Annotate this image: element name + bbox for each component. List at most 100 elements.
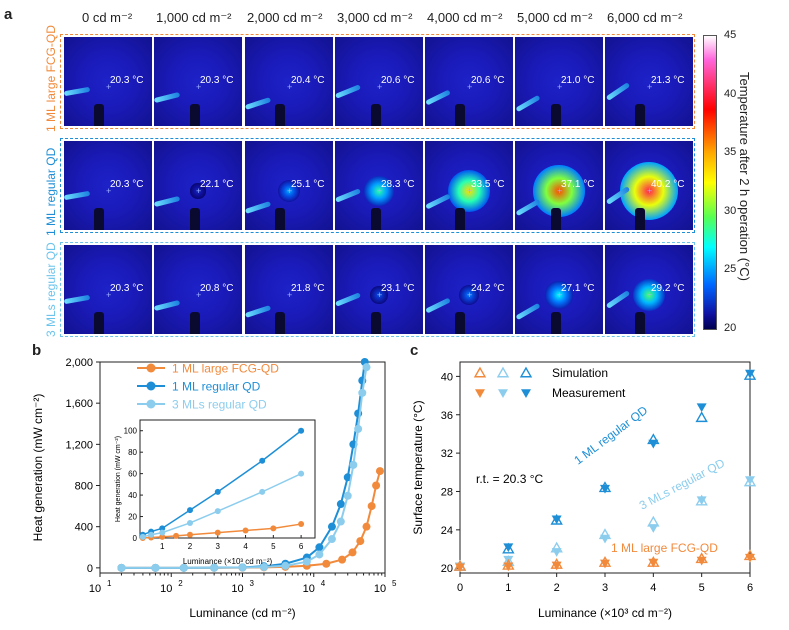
inset-y-tick-label: 80 xyxy=(128,448,137,457)
measurement-marker xyxy=(551,548,562,557)
probe-stand xyxy=(455,208,465,230)
row-label: 1 ML large FCG-QD xyxy=(44,25,58,132)
thermal-image: +37.1 °C xyxy=(515,141,603,230)
data-point xyxy=(281,561,290,570)
measurement-marker xyxy=(696,496,707,506)
x-tick-label: 4 xyxy=(650,582,656,594)
y-tick-label: 40 xyxy=(441,371,453,383)
thermal-image: +20.6 °C xyxy=(335,37,423,126)
luminance-label: 4,000 cd m⁻² xyxy=(427,10,503,25)
colorbar-tick-label: 30 xyxy=(724,204,737,217)
thermal-image: +20.8 °C xyxy=(154,245,242,334)
inset-data-point xyxy=(270,525,277,532)
crosshair-icon: + xyxy=(557,186,563,196)
y-tick-label: 800 xyxy=(75,481,93,493)
temperature-readout: 37.1 °C xyxy=(561,179,595,190)
thermal-image: +21.3 °C xyxy=(605,37,693,126)
colorbar-tick-label: 45 xyxy=(724,29,737,41)
probe-stand xyxy=(455,104,465,126)
probe-wire xyxy=(335,84,361,99)
temperature-readout: 22.1 °C xyxy=(200,179,234,190)
data-point xyxy=(375,467,384,476)
data-point xyxy=(117,563,126,572)
data-point xyxy=(354,424,363,433)
inset-frame xyxy=(139,419,316,539)
y-tick-label: 36 xyxy=(441,410,453,422)
x-axis-label: Luminance (×10³ cd m⁻²) xyxy=(538,606,672,620)
colorbar-tick-label: 25 xyxy=(724,263,737,276)
y-tick-label: 32 xyxy=(441,448,453,460)
probe-stand xyxy=(275,104,285,126)
hot-spot xyxy=(632,278,666,312)
thermal-image: +20.3 °C xyxy=(64,245,152,334)
temperature-readout: 21.0 °C xyxy=(561,75,595,86)
x-tick-exponent: 1 xyxy=(107,579,112,588)
row-frame xyxy=(60,34,695,129)
x-tick-label: 10 xyxy=(160,583,172,595)
thermal-image: +40.2 °C xyxy=(605,141,693,230)
y-tick-label: 1,200 xyxy=(65,439,93,451)
luminance-label: 2,000 cd m⁻² xyxy=(247,10,323,25)
probe-stand xyxy=(551,104,561,126)
y-tick-label: 1,600 xyxy=(65,398,93,410)
row-frame xyxy=(60,138,695,233)
measurement-marker xyxy=(551,515,562,525)
inset-data-point xyxy=(187,507,193,514)
y-axis-label: Surface temperature (°C) xyxy=(411,400,425,534)
thermal-image: +24.2 °C xyxy=(425,245,513,334)
simulation-marker xyxy=(743,475,757,487)
probe-wire xyxy=(245,305,272,318)
crosshair-icon: + xyxy=(196,186,202,196)
data-point xyxy=(327,522,336,531)
probe-wire xyxy=(515,198,541,217)
hot-spot xyxy=(545,281,573,309)
x-tick-exponent: 2 xyxy=(178,579,183,588)
crosshair-icon: + xyxy=(557,290,563,300)
probe-stand xyxy=(371,208,381,230)
data-point xyxy=(238,563,247,572)
inset-y-tick-label: 0 xyxy=(133,534,138,543)
measurement-marker xyxy=(648,439,659,449)
hot-spot xyxy=(619,161,679,221)
probe-stand xyxy=(94,312,104,334)
measurement-marker xyxy=(648,558,659,568)
temperature-readout: 33.5 °C xyxy=(471,179,505,190)
temperature-readout: 28.3 °C xyxy=(381,179,415,190)
thermal-image: +20.3 °C xyxy=(154,37,242,126)
hot-spot xyxy=(364,176,394,206)
x-tick-label: 0 xyxy=(457,582,463,594)
probe-wire xyxy=(425,193,451,210)
thermal-image: +28.3 °C xyxy=(335,141,423,230)
y-axis-label: Heat generation (mW cm⁻²) xyxy=(31,394,45,542)
inset-x-tick-label: 3 xyxy=(216,542,221,551)
panel-b-letter: b xyxy=(32,342,42,359)
inset-x-tick-label: 5 xyxy=(271,542,276,551)
probe-wire xyxy=(245,97,272,110)
row-frame xyxy=(60,242,695,337)
crosshair-icon: + xyxy=(557,82,563,92)
crosshair-icon: + xyxy=(647,186,653,196)
measurement-marker xyxy=(600,484,610,494)
measurement-marker xyxy=(648,524,659,533)
legend-simulation-marker xyxy=(496,366,510,378)
luminance-label: 0 cd m⁻² xyxy=(82,10,133,25)
simulation-marker xyxy=(695,411,708,423)
data-point xyxy=(179,563,188,572)
annotation-1ml-fcg: 1 ML large FCG-QD xyxy=(611,541,718,555)
hot-spot xyxy=(190,183,206,199)
inset-x-tick-label: 6 xyxy=(299,542,304,551)
thermal-image: +33.5 °C xyxy=(425,141,513,230)
x-tick-label: 10 xyxy=(374,583,386,595)
data-point xyxy=(259,563,268,572)
temperature-readout: 29.2 °C xyxy=(651,283,685,294)
luminance-label: 1,000 cd m⁻² xyxy=(156,10,232,25)
data-point xyxy=(348,548,357,557)
data-point xyxy=(315,543,324,552)
measurement-marker xyxy=(551,561,562,571)
inset-y-tick-label: 20 xyxy=(128,513,137,522)
data-point xyxy=(349,460,358,469)
legend-marker xyxy=(146,381,156,391)
temperature-readout: 21.3 °C xyxy=(651,75,685,86)
annotation-1ml-regular: 1 ML regular QD xyxy=(571,403,650,467)
probe-wire xyxy=(425,297,451,314)
